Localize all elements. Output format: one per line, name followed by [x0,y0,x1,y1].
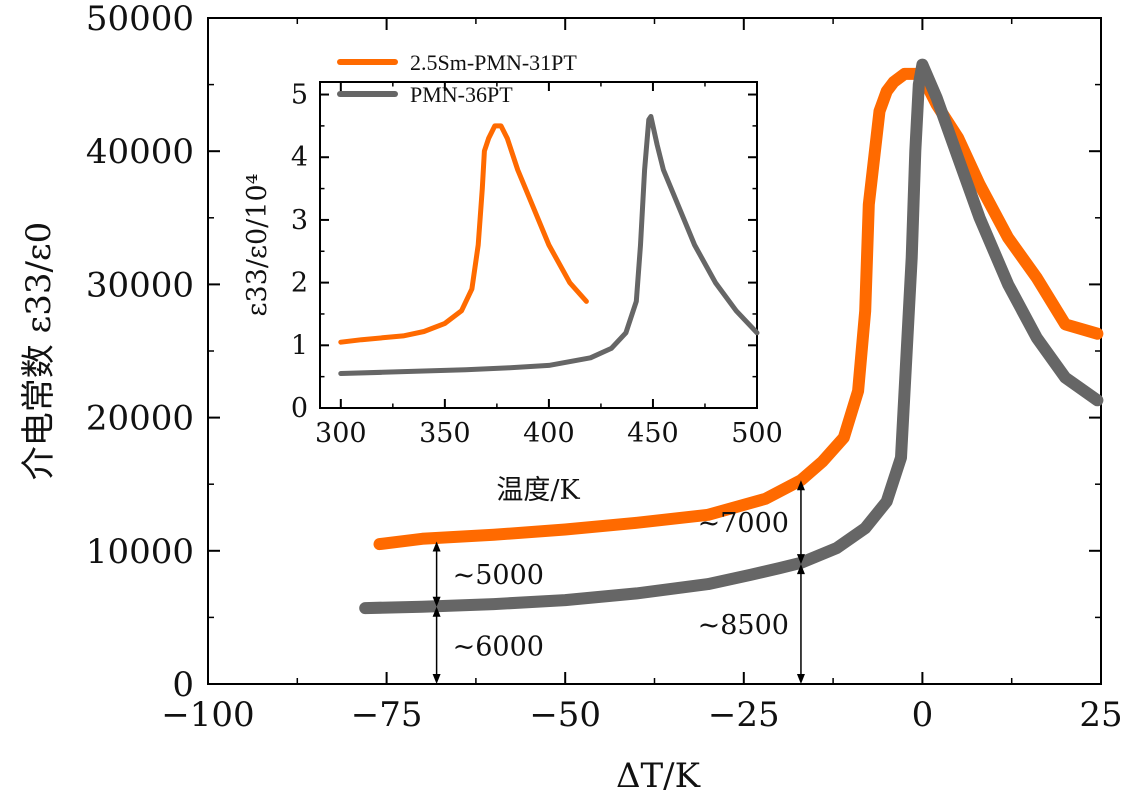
main-y-tick-label: 20000 [86,399,194,439]
main-x-tick-label: −75 [351,695,423,735]
main-series-line-sm [373,67,1104,551]
inset-x-axis-title: 温度/K [496,475,580,506]
main-y-axis-title: 介电常数 ε33/ε0 [19,222,59,480]
inset-series-line-pmn [338,114,760,376]
main-x-tick-label: −25 [708,695,780,735]
inset-y-tick-label: 1 [291,330,308,361]
inset-series-line-sm [338,123,589,345]
main-x-tick-label: −50 [529,695,601,735]
inset-y-tick-label: 4 [291,142,308,173]
main-y-tick-label: 0 [172,665,194,705]
inset-plot-frame [319,81,758,409]
main-series-line-pmn [359,58,1104,615]
inset-y-axis-title: ε33/ε0/10⁴ [242,174,273,317]
annotation-label: ~5000 [453,560,544,591]
inset-plot: 300 350 400 450 500 0 1 2 3 4 5 [291,80,783,449]
main-plot: −100 −75 −50 −25 0 25010000200003000040000500… [86,0,1123,735]
inset-y-tick-label: 2 [291,268,308,299]
inset-y-tick-label: 5 [291,80,308,111]
main-y-tick-label: 10000 [86,532,194,572]
legend-label-pmn: PMN-36PT [410,82,513,107]
annotation-label: ~8500 [698,610,789,641]
inset-x-tick-label: 350 [419,418,471,449]
legend-label-sm: 2.5Sm-PMN-31PT [410,50,577,75]
annotation-arrow [432,606,441,684]
inset-x-tick-label: 300 [315,418,367,449]
main-x-axis-title: ΔT/K [616,756,701,796]
inset-x-tick-label: 500 [731,418,783,449]
main-y-tick-label: 50000 [86,0,194,39]
annotation-arrow [796,480,805,565]
annotation-arrow [796,564,805,684]
inset-y-tick-label: 3 [291,205,308,236]
main-y-tick-label: 30000 [86,265,194,305]
inset-y-tick-label: 0 [291,393,308,424]
annotation-label: ~7000 [698,508,789,539]
main-y-tick-label: 40000 [86,132,194,172]
main-x-tick-label: 25 [1079,695,1122,735]
annotation-arrow [432,541,441,607]
annotation-label: ~6000 [453,631,544,662]
inset-x-tick-label: 400 [523,418,575,449]
legend: 2.5Sm-PMN-31PT PMN-36PT [337,50,577,107]
main-x-tick-label: −100 [161,695,254,735]
inset-x-tick-label: 450 [627,418,679,449]
main-x-tick-label: 0 [912,695,934,735]
